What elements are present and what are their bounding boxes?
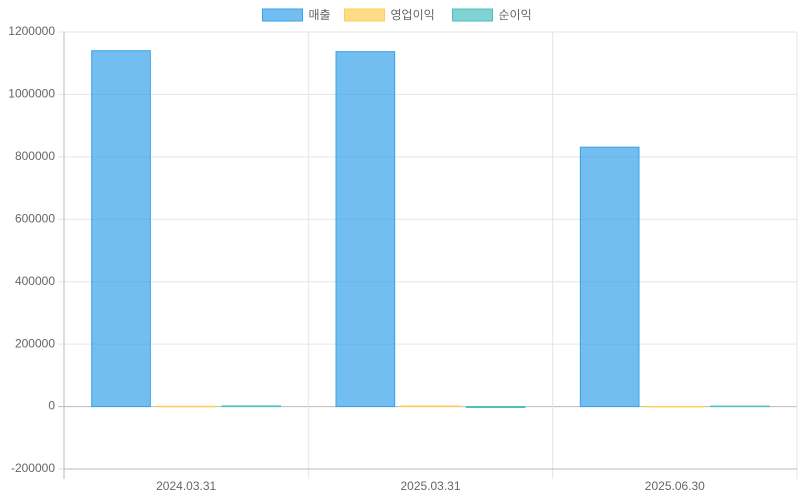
y-tick-label: -200000: [11, 461, 55, 475]
legend-swatch: [262, 8, 303, 22]
bar: [710, 405, 770, 408]
bar: [91, 50, 151, 408]
y-tick-label: 1000000: [8, 87, 55, 101]
y-tick-label: 600000: [15, 211, 55, 225]
x-tick-label: 2024.03.31: [156, 479, 216, 493]
bar: [335, 51, 396, 408]
legend-label: 영업이익: [391, 8, 435, 22]
bar: [645, 405, 705, 408]
bar: [400, 405, 461, 408]
y-tick-label: 800000: [15, 149, 55, 163]
x-tick-label: 2025.03.31: [400, 479, 460, 493]
legend-swatch: [452, 8, 493, 22]
legend-swatch: [344, 8, 385, 22]
y-tick-label: 200000: [15, 336, 55, 350]
bar: [221, 405, 282, 408]
y-tick-label: 0: [48, 399, 55, 413]
y-tick-label: 400000: [15, 274, 55, 288]
y-tick-label: 1200000: [8, 24, 55, 38]
bar: [465, 406, 526, 409]
legend-label: 순이익: [499, 8, 532, 22]
bar: [579, 146, 640, 408]
bar: [156, 405, 216, 408]
legend-label: 매출: [309, 8, 331, 22]
x-tick-label: 2025.06.30: [645, 479, 705, 493]
